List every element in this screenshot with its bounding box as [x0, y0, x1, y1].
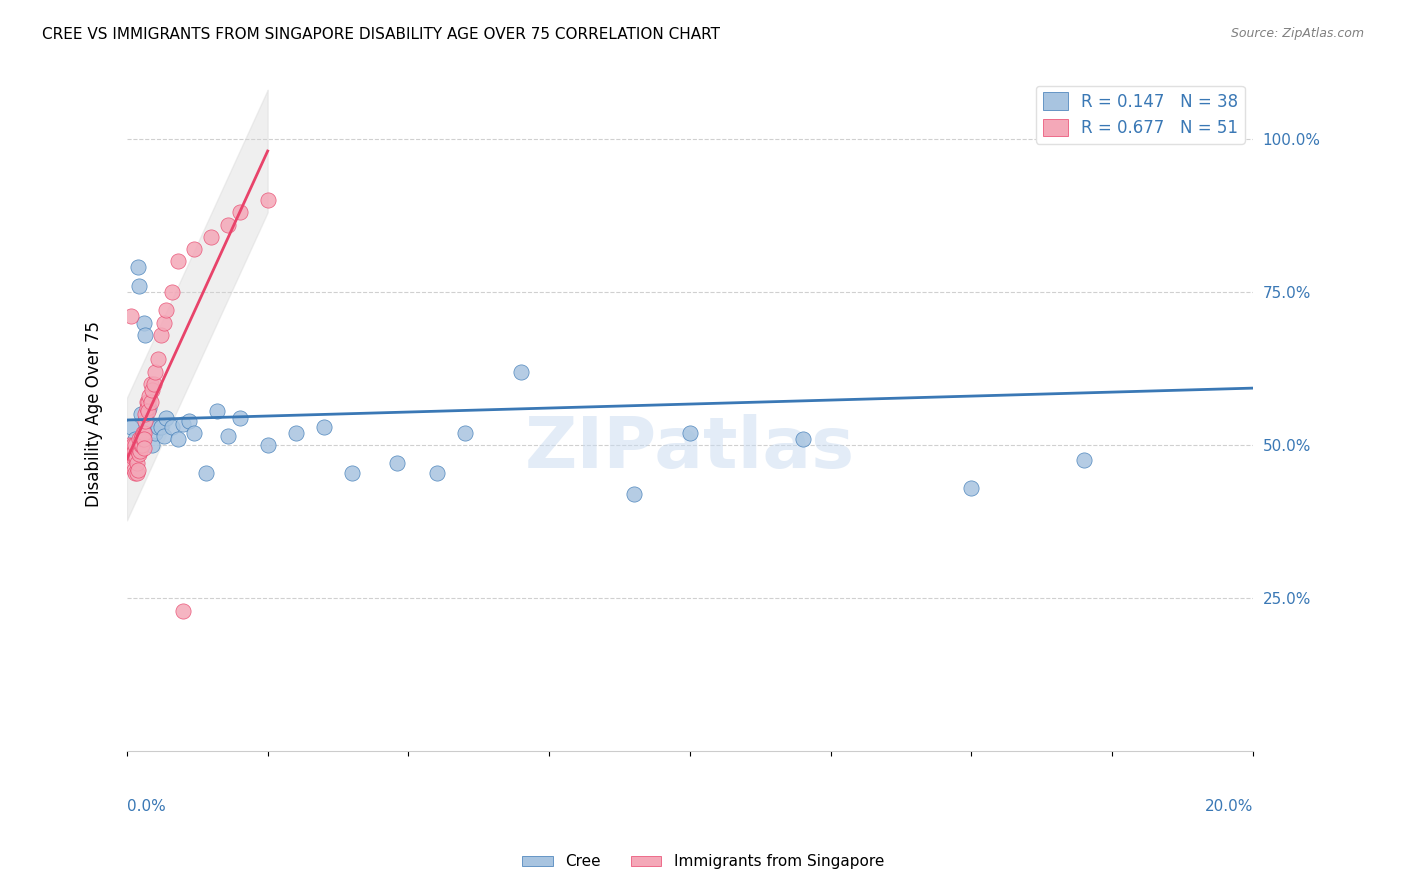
Point: [120, 310, 142, 324]
Text: CREE VS IMMIGRANTS FROM SINGAPORE DISABILITY AGE OVER 75 CORRELATION CHART: CREE VS IMMIGRANTS FROM SINGAPORE DISABI…: [42, 27, 720, 42]
Point: [129, 438, 152, 452]
Point: [312, 419, 335, 434]
Point: [124, 438, 146, 452]
Point: [149, 327, 172, 342]
Text: 0.0%: 0.0%: [127, 798, 166, 814]
Point: [166, 254, 188, 268]
Point: [183, 242, 205, 256]
Point: [205, 404, 228, 418]
Point: [132, 425, 155, 440]
Point: [125, 450, 148, 465]
Point: [155, 410, 177, 425]
Point: [135, 395, 157, 409]
Point: [124, 432, 146, 446]
Point: [960, 481, 983, 495]
Point: [120, 419, 142, 434]
Point: [135, 401, 157, 416]
Point: [155, 303, 177, 318]
Point: [160, 419, 183, 434]
Point: [217, 429, 239, 443]
Point: [194, 466, 217, 480]
Point: [132, 441, 155, 455]
Point: [135, 414, 157, 428]
Point: [129, 408, 152, 422]
Point: [117, 438, 139, 452]
Point: [160, 285, 183, 299]
Point: [129, 432, 152, 446]
Point: [141, 383, 163, 397]
Text: Source: ZipAtlas.com: Source: ZipAtlas.com: [1230, 27, 1364, 40]
Point: [132, 316, 155, 330]
Point: [125, 457, 148, 471]
Point: [118, 457, 141, 471]
Point: [136, 404, 159, 418]
Point: [200, 229, 222, 244]
Text: ZIPatlas: ZIPatlas: [524, 414, 855, 483]
Point: [228, 410, 250, 425]
Text: 20.0%: 20.0%: [1205, 798, 1253, 814]
Point: [256, 193, 278, 207]
Point: [146, 352, 169, 367]
Point: [138, 401, 160, 416]
Point: [134, 408, 156, 422]
Point: [131, 425, 153, 440]
Point: [454, 425, 477, 440]
Point: [1073, 453, 1095, 467]
Point: [143, 425, 166, 440]
Point: [149, 419, 172, 434]
Point: [127, 462, 149, 476]
Point: [146, 419, 169, 434]
Point: [121, 450, 143, 465]
Point: [124, 450, 146, 465]
Point: [127, 444, 149, 458]
Point: [138, 389, 160, 403]
Point: [385, 457, 408, 471]
Y-axis label: Disability Age Over 75: Disability Age Over 75: [86, 321, 103, 508]
Point: [183, 425, 205, 440]
Point: [141, 438, 163, 452]
Point: [228, 205, 250, 219]
Point: [122, 462, 145, 476]
Legend: R = 0.147   N = 38, R = 0.677   N = 51: R = 0.147 N = 38, R = 0.677 N = 51: [1036, 86, 1244, 144]
Point: [792, 432, 814, 446]
Point: [152, 429, 174, 443]
Point: [256, 438, 278, 452]
Point: [1185, 120, 1208, 134]
Point: [143, 365, 166, 379]
Point: [426, 466, 449, 480]
Point: [131, 438, 153, 452]
Point: [177, 414, 200, 428]
Point: [172, 417, 194, 431]
Point: [125, 466, 148, 480]
Point: [139, 376, 162, 391]
Point: [128, 432, 150, 446]
Point: [121, 438, 143, 452]
Point: [131, 429, 153, 443]
Point: [152, 316, 174, 330]
Legend: Cree, Immigrants from Singapore: Cree, Immigrants from Singapore: [516, 848, 890, 875]
Point: [122, 444, 145, 458]
Point: [132, 432, 155, 446]
Point: [623, 487, 645, 501]
Point: [166, 432, 188, 446]
Point: [128, 444, 150, 458]
Point: [136, 395, 159, 409]
Point: [128, 447, 150, 461]
Point: [124, 466, 146, 480]
Point: [134, 327, 156, 342]
Point: [142, 376, 165, 391]
Point: [510, 365, 533, 379]
Point: [679, 425, 702, 440]
Point: [217, 218, 239, 232]
Point: [131, 432, 153, 446]
Point: [127, 260, 149, 275]
Point: [340, 466, 363, 480]
Point: [284, 425, 307, 440]
Point: [128, 278, 150, 293]
Point: [139, 395, 162, 409]
Point: [172, 603, 194, 617]
Point: [134, 414, 156, 428]
